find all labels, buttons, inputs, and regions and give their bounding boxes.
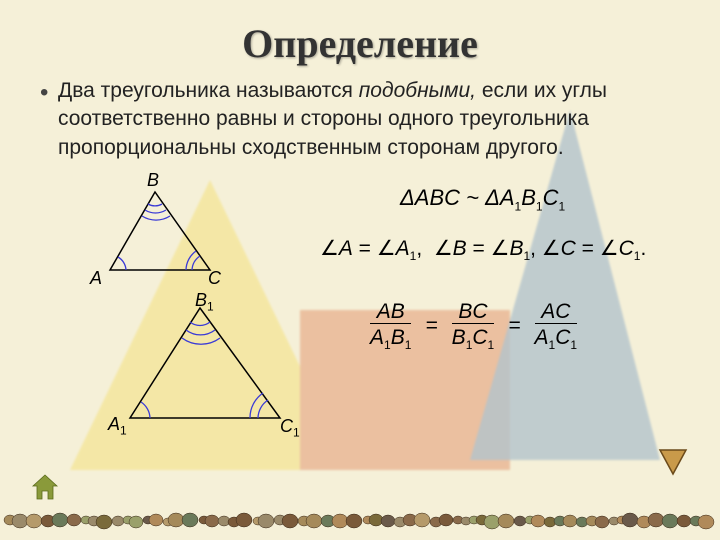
proportion-equation: AB A1B1 = BC B1C1 = AC A1C1 bbox=[370, 300, 577, 352]
label-c1: C1 bbox=[280, 416, 300, 440]
angle-equalities: ∠A = ∠A1, ∠B = ∠B1, ∠C = ∠C1. bbox=[320, 234, 700, 265]
page-title: Определение bbox=[40, 20, 680, 67]
label-b1: B1 bbox=[195, 290, 214, 314]
next-icon[interactable] bbox=[656, 446, 690, 480]
equals-1: = bbox=[425, 314, 437, 338]
fraction-3: AC A1C1 bbox=[535, 300, 578, 352]
label-b: B bbox=[147, 170, 159, 191]
triangle-a1b1c1 bbox=[110, 298, 300, 438]
pebble-border bbox=[0, 510, 720, 532]
label-a: A bbox=[90, 268, 102, 289]
fraction-1: AB A1B1 bbox=[370, 300, 411, 352]
label-a1: A1 bbox=[108, 414, 127, 438]
definition-bullet: • Два треугольника называются подобными,… bbox=[40, 77, 680, 162]
equals-2: = bbox=[508, 314, 520, 338]
similarity-statement: ΔABC ~ ΔA1B1C1 bbox=[400, 185, 565, 213]
home-icon[interactable] bbox=[30, 472, 60, 502]
fraction-2: BC B1C1 bbox=[452, 300, 495, 352]
bullet-dot-icon: • bbox=[40, 77, 58, 109]
definition-text: Два треугольника называются подобными, е… bbox=[58, 77, 680, 162]
figure-area: A B C A1 B1 C1 ΔABC ~ ΔA1B1C1 ∠A = ∠A1, … bbox=[40, 170, 680, 460]
label-c: C bbox=[208, 268, 221, 289]
